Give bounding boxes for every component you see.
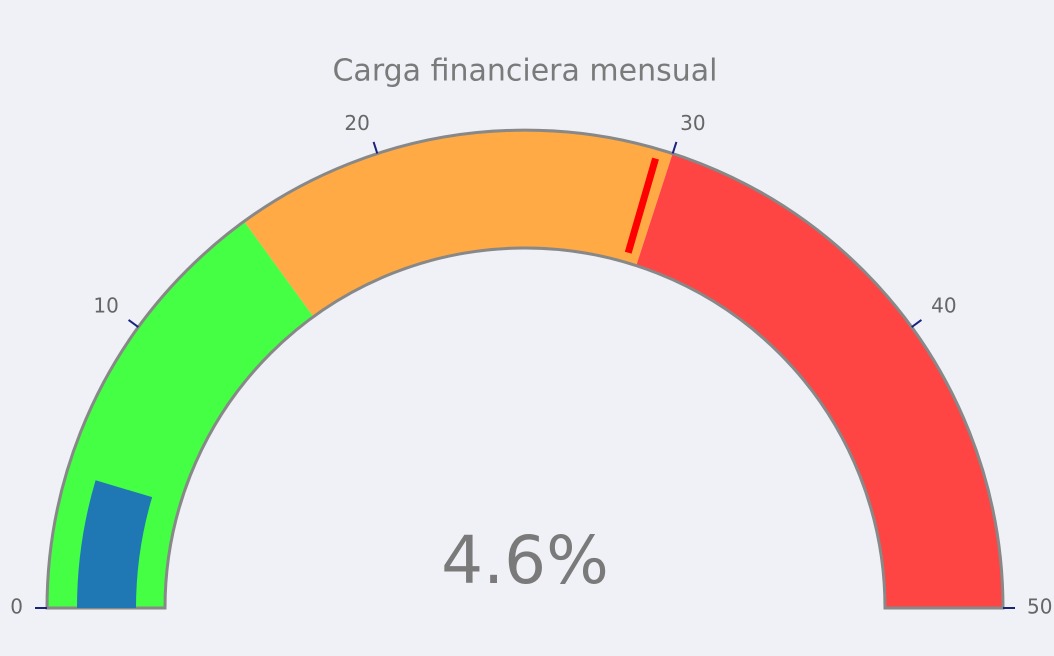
tick-label: 20 [344, 111, 369, 135]
threshold-line [624, 157, 659, 254]
tick-mark [372, 141, 379, 154]
tick-label: 50 [1027, 595, 1052, 619]
tick-label: 0 [10, 595, 23, 619]
gauge-value: 4.6% [441, 522, 609, 599]
tick-mark [671, 141, 678, 154]
gauge-border [45, 128, 1005, 610]
gauge-step [244, 129, 673, 317]
gauge-bar [77, 480, 153, 608]
tick-mark [127, 319, 139, 328]
tick-mark [911, 319, 923, 328]
tick-label: 10 [93, 293, 118, 317]
tick-label: 40 [931, 293, 956, 317]
gauge-step [636, 153, 1003, 608]
tick-label: 30 [680, 111, 705, 135]
chart-title: Carga financiera mensual [332, 54, 717, 89]
